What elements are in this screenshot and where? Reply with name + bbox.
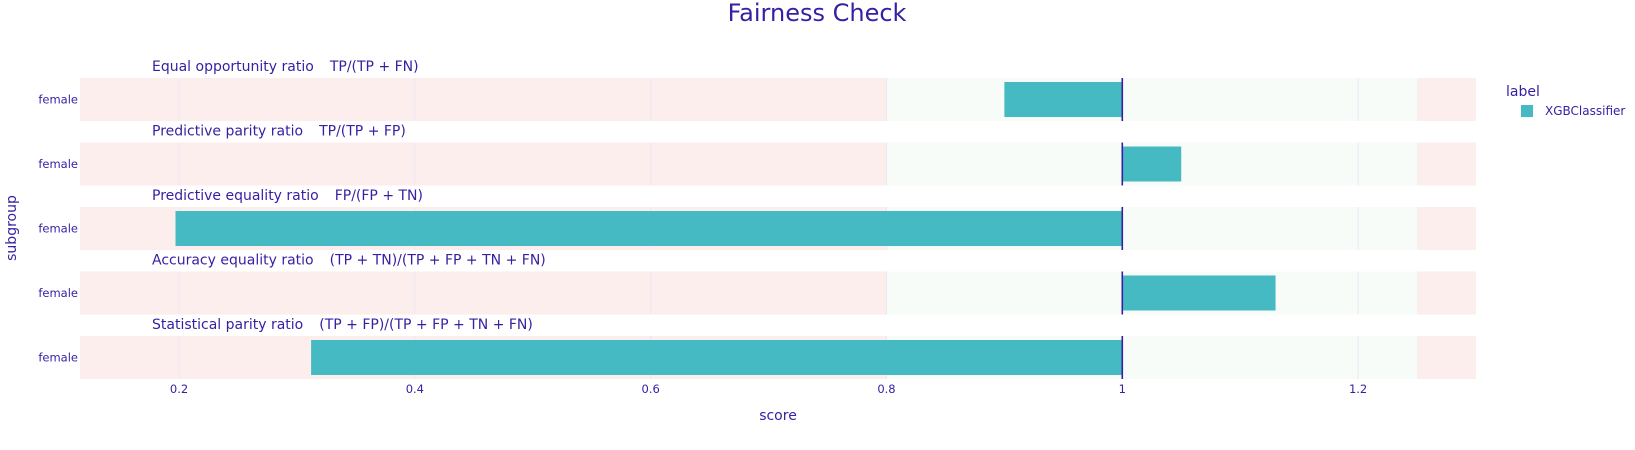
metric-name: Predictive parity ratio: [152, 124, 303, 140]
metric-formula: TP/(TP + FP): [318, 124, 406, 140]
zone-rect: [1417, 207, 1476, 250]
panel-2: female Predictive equality ratio FP/(FP + …: [38, 188, 1476, 250]
chart-title: Fairness Check: [728, 0, 907, 27]
zone-rect: [886, 78, 1418, 121]
panels: female Equal opportunity ratio TP/(TP + FN…: [38, 59, 1476, 379]
metric-formula: FP/(FP + TN): [335, 188, 423, 204]
x-axis-title: score: [759, 408, 797, 424]
bar-xgbclassifier: [1004, 82, 1123, 117]
bar-xgbclassifier: [1122, 146, 1182, 182]
zone-rect: [80, 142, 887, 186]
metric-formula: (TP + FP)/(TP + FP + TN + FN): [319, 317, 533, 333]
y-tick-label: female: [38, 351, 78, 365]
metric-formula: TP/(TP + FN): [329, 59, 419, 75]
legend-swatch: [1521, 105, 1533, 117]
legend: label XGBClassifier: [1506, 84, 1625, 118]
bar-xgbclassifier: [311, 340, 1123, 375]
y-tick-label: female: [38, 157, 78, 171]
bar-xgbclassifier: [175, 211, 1123, 246]
legend-title: label: [1506, 84, 1540, 100]
y-tick-label: female: [38, 286, 78, 300]
panel-title: Accuracy equality ratio (TP + TN)/(TP + F…: [152, 253, 546, 269]
x-axis: 0.2 0.4 0.6 0.8 1 1.2: [170, 382, 1367, 396]
metric-formula: (TP + TN)/(TP + FP + TN + FN): [330, 253, 546, 269]
panel-title: Statistical parity ratio (TP + FP)/(TP + …: [152, 317, 533, 333]
panel-4: female Statistical parity ratio (TP + FP)/…: [38, 317, 1476, 379]
x-tick-label: 1.2: [1349, 382, 1367, 396]
metric-name: Predictive equality ratio: [152, 188, 319, 204]
x-tick-label: 1: [1119, 382, 1126, 396]
y-axis-title: subgroup: [4, 195, 20, 261]
metric-name: Accuracy equality ratio: [152, 253, 314, 269]
panel-3: female Accuracy equality ratio (TP + TN)/(…: [38, 253, 1476, 315]
panel-title: Equal opportunity ratio TP/(TP + FN): [152, 59, 419, 75]
zone-rect: [80, 78, 887, 121]
x-tick-label: 0.4: [406, 382, 424, 396]
zone-rect: [1417, 271, 1476, 315]
y-tick-label: female: [38, 222, 78, 236]
metric-name: Statistical parity ratio: [152, 317, 303, 333]
metric-name: Equal opportunity ratio: [152, 59, 314, 75]
panel-title: Predictive equality ratio FP/(FP + TN): [152, 188, 423, 204]
y-tick-label: female: [38, 93, 78, 107]
legend-label: XGBClassifier: [1545, 104, 1625, 118]
x-tick-label: 0.6: [642, 382, 660, 396]
zone-rect: [1417, 336, 1476, 379]
x-tick-label: 0.8: [877, 382, 895, 396]
panel-title: Predictive parity ratio TP/(TP + FP): [152, 124, 406, 140]
zone-rect: [1417, 142, 1476, 186]
panel-1: female Predictive parity ratio TP/(TP + FP…: [38, 124, 1476, 186]
zone-rect: [80, 271, 887, 315]
x-tick-label: 0.2: [170, 382, 188, 396]
bar-xgbclassifier: [1122, 275, 1276, 311]
zone-rect: [1417, 78, 1476, 121]
panel-0: female Equal opportunity ratio TP/(TP + FN…: [38, 59, 1476, 121]
